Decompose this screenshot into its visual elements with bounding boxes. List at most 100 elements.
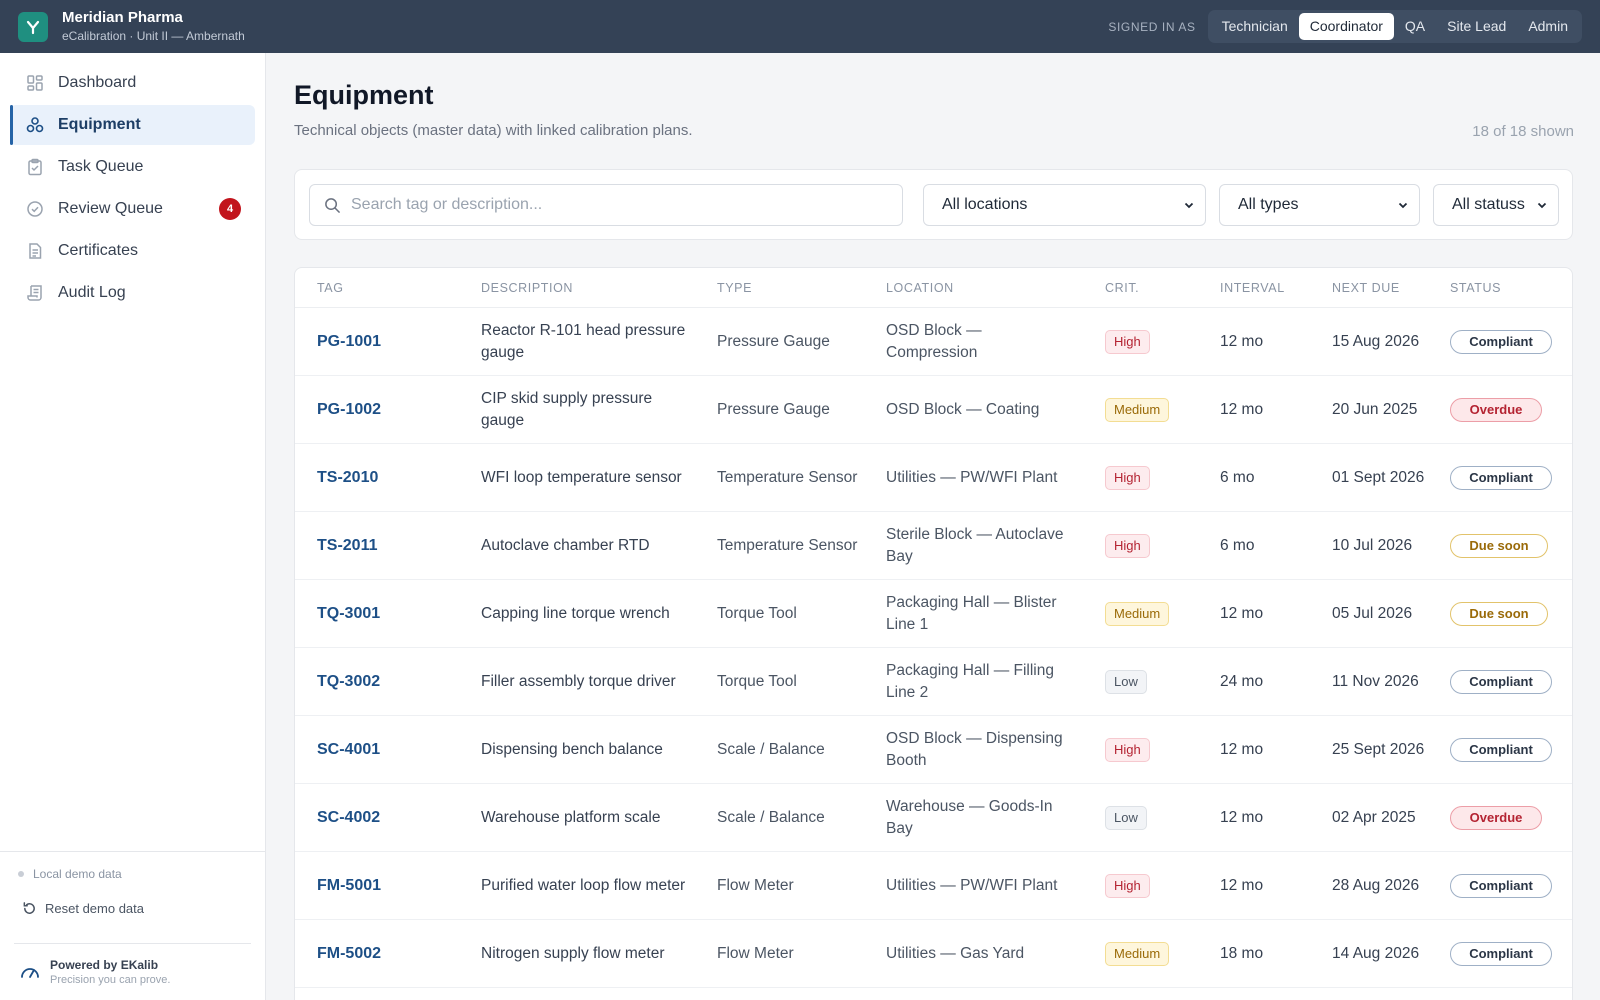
- equipment-description: Nitrogen supply flow meter: [481, 944, 665, 962]
- next-due-date: 25 Sept 2026: [1332, 740, 1425, 758]
- chevron-down-icon: [1184, 202, 1194, 209]
- equipment-location: OSD Block — Dispensing Booth: [886, 729, 1063, 769]
- sidebar-item-audit-log[interactable]: Audit Log: [10, 273, 255, 313]
- table-row[interactable]: SC-4002 Warehouse platform scale Scale / B…: [295, 784, 1572, 852]
- criticality-badge: High: [1105, 737, 1150, 762]
- table-row[interactable]: TQ-3002 Filler assembly torque driver Torq…: [295, 648, 1572, 716]
- criticality-badge: High: [1105, 329, 1150, 354]
- table-header: TAG DESCRIPTION TYPE LOCATION CRIT. INTE…: [295, 268, 1572, 308]
- sidebar-footer: Local demo data Reset demo data Powered …: [0, 851, 265, 1000]
- equipment-description: Warehouse platform scale: [481, 808, 661, 826]
- criticality-badge: Low: [1105, 669, 1147, 694]
- col-status[interactable]: STATUS: [1450, 281, 1502, 295]
- role-site-lead[interactable]: Site Lead: [1447, 18, 1507, 34]
- equipment-tag-link[interactable]: TQ-3001: [317, 604, 381, 622]
- table-row[interactable]: FM-5002 Nitrogen supply flow meter Flow Me…: [295, 920, 1572, 988]
- equipment-table: TAG DESCRIPTION TYPE LOCATION CRIT. INTE…: [294, 267, 1573, 1000]
- brand-logo-icon[interactable]: [18, 11, 48, 42]
- status-select[interactable]: All statuss: [1433, 184, 1559, 226]
- equipment-location: Utilities — Gas Yard: [886, 944, 1025, 962]
- role-switcher: Technician Coordinator QA Site Lead Admi…: [1207, 10, 1582, 43]
- sidebar-item-review-queue[interactable]: Review Queue 4: [10, 189, 255, 229]
- equipment-tag-link[interactable]: SC-4001: [317, 740, 381, 758]
- equipment-tag-link[interactable]: SC-4002: [317, 808, 381, 826]
- equipment-type: Torque Tool: [717, 672, 797, 690]
- sidebar-item-label: Audit Log: [58, 284, 126, 301]
- table-body: PG-1001 Reactor R-101 head pressure gauge…: [295, 308, 1572, 988]
- equipment-tag-link[interactable]: FM-5002: [317, 944, 382, 962]
- col-type[interactable]: TYPE: [717, 281, 753, 295]
- status-badge: Overdue: [1450, 805, 1542, 830]
- role-qa[interactable]: QA: [1404, 18, 1426, 34]
- status-dot-icon: [18, 871, 24, 877]
- review-count-badge: 4: [219, 198, 241, 220]
- search-icon: [325, 197, 340, 213]
- col-criticality[interactable]: CRIT.: [1105, 281, 1140, 295]
- criticality-cell: Medium: [1105, 376, 1170, 443]
- equipment-tag-link[interactable]: TS-2010: [317, 468, 379, 486]
- equipment-location: Utilities — PW/WFI Plant: [886, 876, 1058, 894]
- table-row[interactable]: TS-2010 WFI loop temperature sensor Temper…: [295, 444, 1572, 512]
- sidebar-item-label: Task Queue: [58, 158, 144, 175]
- table-row[interactable]: PG-1001 Reactor R-101 head pressure gauge…: [295, 308, 1572, 376]
- equipment-tag-link[interactable]: FM-5001: [317, 876, 382, 894]
- demo-data-text: Local demo data: [33, 867, 122, 881]
- equipment-location: OSD Block — Coating: [886, 400, 1040, 418]
- calibration-interval: 6 mo: [1220, 536, 1255, 554]
- sidebar-nav: Dashboard Equipment Task Queue Review Qu…: [0, 53, 265, 313]
- search-input[interactable]: [351, 196, 871, 214]
- status-cell: Compliant: [1450, 308, 1552, 375]
- status-badge: Compliant: [1450, 669, 1552, 694]
- table-row[interactable]: PG-1002 CIP skid supply pressure gauge Pre…: [295, 376, 1572, 444]
- criticality-badge: Medium: [1105, 601, 1170, 626]
- reset-demo-label: Reset demo data: [45, 901, 145, 916]
- next-due-date: 14 Aug 2026: [1332, 944, 1420, 962]
- calibration-interval: 12 mo: [1220, 876, 1264, 894]
- clipboard-icon: [26, 158, 44, 176]
- filter-bar: All locations All types All statuss: [294, 169, 1573, 240]
- results-count: 18 of 18 shown: [1472, 123, 1574, 140]
- table-row[interactable]: SC-4001 Dispensing bench balance Scale / B…: [295, 716, 1572, 784]
- sidebar-item-task-queue[interactable]: Task Queue: [10, 147, 255, 187]
- equipment-description: Dispensing bench balance: [481, 740, 663, 758]
- col-tag[interactable]: TAG: [317, 281, 344, 295]
- sidebar-item-certificates[interactable]: Certificates: [10, 231, 255, 271]
- col-interval[interactable]: INTERVAL: [1220, 281, 1285, 295]
- table-row[interactable]: FM-5001 Purified water loop flow meter Flo…: [295, 852, 1572, 920]
- equipment-type: Flow Meter: [717, 944, 794, 962]
- col-location[interactable]: LOCATION: [886, 281, 954, 295]
- equipment-description: Filler assembly torque driver: [481, 672, 676, 690]
- col-description[interactable]: DESCRIPTION: [481, 281, 574, 295]
- equipment-tag-link[interactable]: TQ-3002: [317, 672, 381, 690]
- criticality-badge: Low: [1105, 805, 1147, 830]
- location-select[interactable]: All locations: [923, 184, 1206, 226]
- col-next-due[interactable]: NEXT DUE: [1332, 281, 1400, 295]
- equipment-type: Torque Tool: [717, 604, 797, 622]
- page-title: Equipment: [294, 80, 434, 110]
- type-select[interactable]: All types: [1219, 184, 1420, 226]
- check-circle-icon: [26, 200, 44, 218]
- criticality-badge: Medium: [1105, 397, 1170, 422]
- table-row[interactable]: TS-2011 Autoclave chamber RTD Temperature …: [295, 512, 1572, 580]
- sidebar-item-dashboard[interactable]: Dashboard: [10, 63, 255, 103]
- equipment-tag-link[interactable]: PG-1001: [317, 332, 382, 350]
- search-box: [309, 184, 903, 226]
- status-badge: Compliant: [1450, 737, 1552, 762]
- role-technician[interactable]: Technician: [1221, 18, 1288, 34]
- chevron-down-icon: [1537, 202, 1547, 209]
- sidebar-item-equipment[interactable]: Equipment: [10, 105, 255, 145]
- role-coordinator[interactable]: Coordinator: [1298, 13, 1394, 40]
- calibration-interval: 12 mo: [1220, 332, 1264, 350]
- powered-by: Powered by EKalib Precision you can prov…: [14, 943, 251, 1000]
- equipment-description: Capping line torque wrench: [481, 604, 670, 622]
- role-admin[interactable]: Admin: [1528, 18, 1568, 34]
- criticality-badge: High: [1105, 465, 1150, 490]
- equipment-tag-link[interactable]: PG-1002: [317, 400, 382, 418]
- equipment-tag-link[interactable]: TS-2011: [317, 536, 378, 554]
- demo-data-label: Local demo data: [18, 867, 247, 881]
- reset-demo-button[interactable]: Reset demo data: [22, 901, 247, 916]
- table-row[interactable]: TQ-3001 Capping line torque wrench Torque …: [295, 580, 1572, 648]
- top-bar: Meridian Pharma eCalibration · Unit II —…: [0, 0, 1600, 53]
- sidebar-item-label: Dashboard: [58, 74, 137, 91]
- sidebar: Dashboard Equipment Task Queue Review Qu…: [0, 53, 266, 1000]
